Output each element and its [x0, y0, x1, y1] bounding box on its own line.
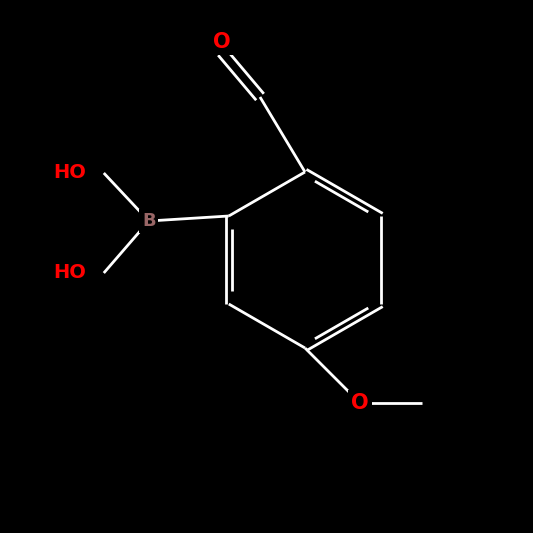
Text: O: O	[213, 32, 231, 52]
Text: HO: HO	[53, 263, 86, 282]
Text: HO: HO	[53, 164, 86, 182]
Text: B: B	[142, 212, 156, 230]
Text: O: O	[351, 393, 369, 413]
